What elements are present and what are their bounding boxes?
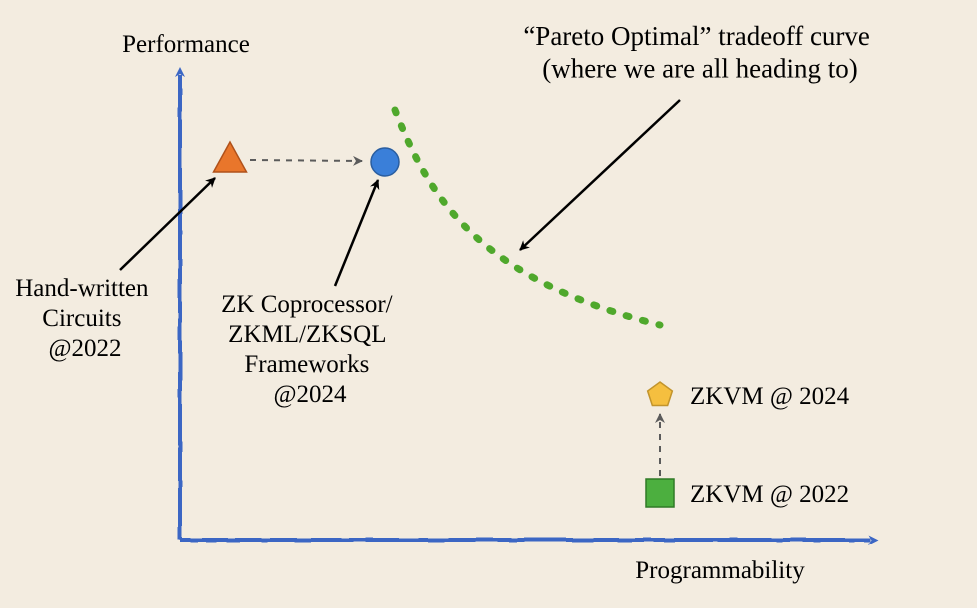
y-axis-label: Performance: [122, 31, 250, 58]
marker-zkvm-2022-square: [646, 479, 674, 507]
diagram-root: Performance Programmability Hand-written…: [0, 0, 977, 608]
chart-canvas: Performance Programmability Hand-written…: [0, 0, 977, 608]
chart-background: [0, 0, 977, 608]
marker-zk-coprocessor-circle: [371, 148, 399, 176]
label-zkvm-2024: ZKVM @ 2024: [690, 383, 850, 410]
label-zkvm-2022: ZKVM @ 2022: [690, 481, 849, 508]
x-axis-label: Programmability: [635, 557, 805, 584]
